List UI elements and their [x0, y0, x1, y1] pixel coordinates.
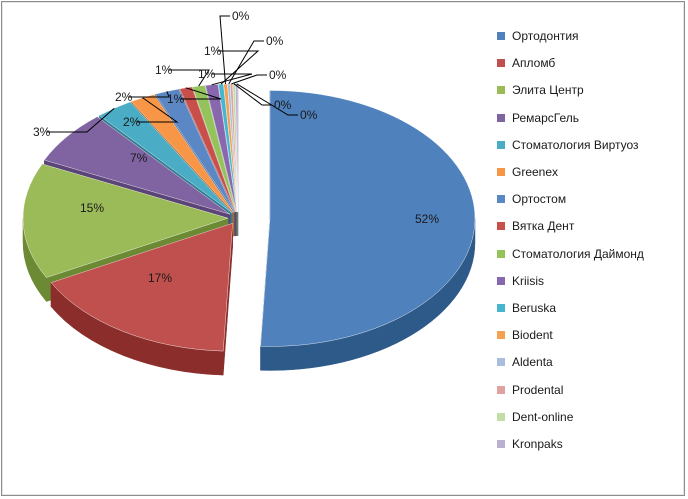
legend-label: Dent-online — [512, 409, 574, 424]
leader-line — [231, 74, 267, 85]
leader-line — [228, 40, 264, 85]
legend-swatch — [497, 168, 505, 176]
legend-swatch — [497, 249, 505, 258]
data-label: 3% — [33, 125, 51, 139]
leader-line — [181, 87, 222, 100]
data-label: 1% — [198, 67, 216, 81]
data-label: 2% — [115, 90, 133, 104]
legend-swatch — [497, 113, 505, 122]
pie-slice — [218, 83, 238, 212]
leader-lines — [47, 15, 298, 133]
legend-item: Biodent — [497, 327, 553, 343]
legend-swatch — [497, 222, 505, 231]
leader-line — [129, 91, 170, 98]
data-label: 1% — [155, 63, 173, 77]
legend-label: Kronpaks — [512, 437, 563, 451]
legend-item: Dent-online — [497, 409, 573, 425]
legend-item: Вятка Дент — [497, 218, 574, 234]
legend-swatch — [497, 304, 505, 312]
legend-label: Ортодонтия — [512, 29, 579, 43]
data-label: 15% — [80, 201, 104, 215]
legend-item: Стоматология Виртуоз — [497, 137, 639, 153]
legend-swatch — [497, 59, 505, 68]
data-label: 0% — [300, 108, 318, 122]
pie-slice — [235, 83, 239, 212]
pie-slice — [205, 84, 237, 212]
legend-item: Апломб — [497, 55, 555, 71]
data-label: 2% — [123, 115, 141, 129]
legend-label: Prodental — [512, 382, 564, 397]
legend-swatch — [497, 440, 505, 448]
legend-swatch — [497, 140, 505, 149]
legend-swatch — [497, 412, 505, 421]
legend-item: Prodental — [497, 382, 563, 398]
legend-label: Элита Центр — [512, 83, 584, 98]
data-label: 1% — [167, 92, 185, 106]
legend-item: Стоматология Даймонд — [497, 246, 644, 262]
legend-swatch — [497, 86, 505, 95]
data-labels: 52% 17% 15% 7% 3% 2% 2% 1% 1% 1% 1% 0% 0% 0% 0% 0% — [33, 9, 439, 285]
legend-label: РемарсГель — [512, 110, 579, 125]
legend-item: Aldenta — [497, 354, 553, 370]
legend-label: Biodent — [512, 328, 553, 343]
legend-item: Kronpaks — [497, 436, 563, 452]
legend-swatch — [497, 195, 505, 204]
legend-swatch — [497, 32, 505, 40]
pie-tops — [22, 83, 476, 352]
pie-slice — [99, 101, 233, 214]
legend-label: Greenex — [512, 165, 559, 179]
leader-line — [233, 83, 272, 106]
data-label: 0% — [232, 9, 250, 23]
pie-slice — [260, 90, 476, 347]
leader-line — [137, 97, 179, 123]
legend-swatch — [497, 276, 505, 285]
data-label: 0% — [274, 98, 292, 112]
legend-item: РемарсГель — [497, 110, 579, 126]
legend-item: Beruska — [497, 300, 556, 316]
pie-slice — [50, 222, 233, 352]
legend-item: Ортостом — [497, 191, 566, 207]
legend-item: Greenex — [497, 164, 558, 180]
legend-label: Beruska — [512, 301, 557, 315]
legend-label: Ортостом — [512, 192, 567, 207]
legend-item: Kriisis — [497, 273, 544, 289]
data-label: 52% — [415, 212, 439, 226]
legend-label: Стоматология Виртуоз — [512, 137, 639, 152]
data-label: 7% — [130, 151, 148, 165]
leader-line — [169, 69, 210, 87]
pie-slice — [43, 116, 231, 215]
legend-swatch — [497, 385, 505, 394]
leader-line — [219, 15, 230, 85]
leader-line — [218, 50, 260, 85]
data-label: 0% — [269, 68, 287, 82]
data-label: 17% — [148, 271, 172, 285]
legend-item: Ортодонтия — [497, 28, 579, 44]
legend-item: Элита Центр — [497, 82, 584, 98]
legend-label: Апломб — [512, 56, 556, 71]
pie-slice — [179, 86, 236, 213]
legend-swatch — [497, 358, 505, 367]
leader-line — [47, 107, 115, 133]
data-label: 1% — [204, 44, 222, 58]
legend-swatch — [497, 331, 505, 340]
pie-slice — [22, 163, 229, 278]
legend-label: Вятка Дент — [512, 219, 575, 234]
data-label: 0% — [266, 34, 284, 48]
leader-line — [236, 83, 298, 116]
legend-label: Kriisis — [512, 273, 544, 288]
legend-label: Стоматология Даймонд — [512, 246, 644, 261]
legend-label: Aldenta — [512, 355, 553, 370]
